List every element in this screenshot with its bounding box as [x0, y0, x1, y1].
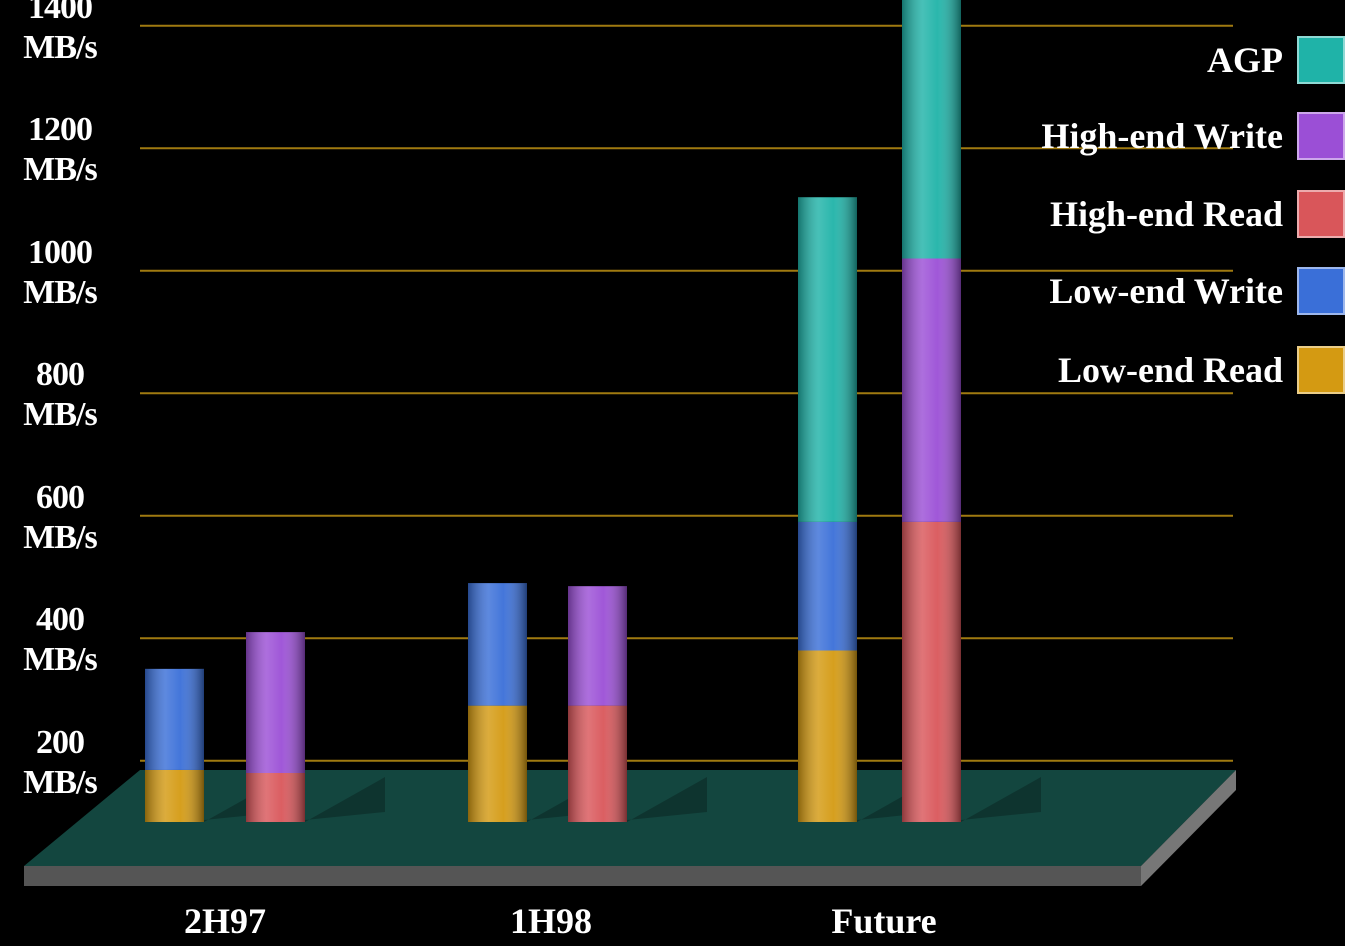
legend-label: Low-end Read — [1057, 350, 1283, 390]
bar-segment-shading — [145, 769, 204, 822]
bar-segment-shading — [902, 521, 961, 822]
legend-item: Low-end Read — [1058, 344, 1345, 396]
bar-segment-shading — [798, 197, 857, 522]
legend-swatch — [1297, 346, 1345, 394]
floor-front — [24, 866, 1141, 886]
bar-segment-shading — [468, 705, 527, 822]
bar-segment-shading — [145, 668, 204, 770]
bar-shadow — [305, 777, 385, 822]
bar-segment-shading — [246, 773, 305, 822]
y-tick-label: 200 MB/s — [0, 723, 120, 803]
y-tick-value: 1000 — [28, 233, 93, 271]
y-tick-label: 1200 MB/s — [0, 110, 120, 190]
legend-item: High-end Write — [1041, 110, 1345, 162]
bar-shadow — [627, 777, 707, 822]
legend-item: AGP — [1207, 34, 1345, 86]
legend-label: High-end Write — [1041, 116, 1283, 156]
bar-segment-shading — [568, 705, 627, 822]
bar-2H97-high-end — [246, 632, 385, 822]
bar-1H98-low-end — [468, 583, 607, 822]
bar-Future-high-end — [902, 0, 1041, 822]
floor-side — [1141, 770, 1236, 886]
y-tick-value: 800 — [36, 356, 85, 394]
bar-segment-shading — [902, 0, 961, 259]
x-tick-label: 2H97 — [183, 901, 266, 941]
chart-floor — [24, 770, 1236, 886]
floor-top — [24, 770, 1236, 866]
y-tick-value: 200 — [36, 723, 85, 761]
x-tick-label: Future — [831, 901, 937, 941]
y-tick-value: 1400 — [28, 0, 93, 26]
legend-label: Low-end Write — [1049, 271, 1283, 311]
bars — [145, 0, 1041, 822]
bar-segment-shading — [246, 632, 305, 773]
legend-swatch — [1297, 267, 1345, 315]
bar-segment-shading — [902, 258, 961, 522]
gridlines — [140, 24, 1233, 762]
y-tick-unit: MB/s — [23, 396, 97, 434]
bar-segment-shading — [468, 583, 527, 706]
y-tick-label: 400 MB/s — [0, 600, 120, 680]
y-tick-unit: MB/s — [23, 641, 97, 679]
legend-label: AGP — [1207, 40, 1283, 80]
bar-1H98-high-end — [568, 586, 707, 822]
bar-Future-low-end — [798, 197, 937, 822]
y-tick-unit: MB/s — [23, 518, 97, 556]
y-tick-value: 600 — [36, 478, 85, 516]
x-tick-label: 1H98 — [509, 901, 592, 941]
legend-item: High-end Read — [1050, 188, 1345, 240]
legend-label: High-end Read — [1049, 194, 1283, 234]
y-tick-unit: MB/s — [23, 28, 97, 66]
legend-swatch — [1297, 36, 1345, 84]
bar-segment-shading — [798, 521, 857, 651]
y-tick-value: 1200 — [28, 111, 93, 149]
y-tick-unit: MB/s — [23, 273, 97, 311]
y-tick-unit: MB/s — [23, 151, 97, 189]
legend-swatch — [1297, 190, 1345, 238]
y-tick-label: 800 MB/s — [0, 355, 120, 435]
bar-segment-shading — [568, 586, 627, 706]
legend-swatch — [1297, 112, 1345, 160]
y-tick-label: 600 MB/s — [0, 478, 120, 558]
legend-item: Low-end Write — [1049, 265, 1345, 317]
y-tick-label: 1000 MB/s — [0, 233, 120, 313]
y-tick-label: 1400 MB/s — [0, 0, 120, 68]
y-tick-unit: MB/s — [23, 763, 97, 801]
bar-shadow — [961, 777, 1041, 822]
y-tick-value: 400 — [36, 601, 85, 639]
bar-segment-shading — [798, 650, 857, 822]
